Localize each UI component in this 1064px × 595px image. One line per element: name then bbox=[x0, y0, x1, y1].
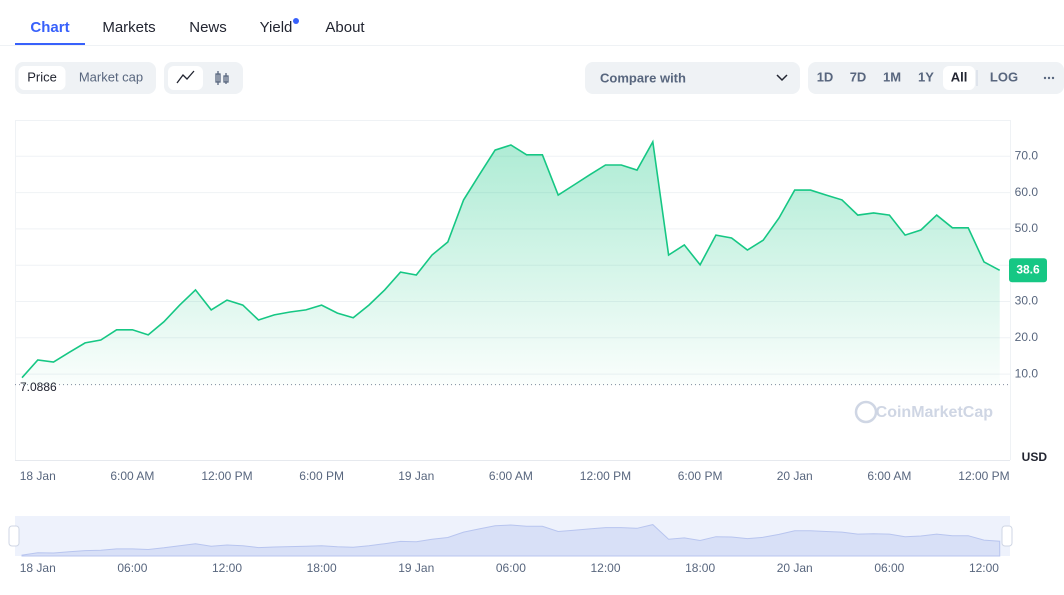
x-tick-label: 20 Jan bbox=[777, 469, 813, 483]
navigator-label: 06:00 bbox=[496, 561, 526, 575]
tab[interactable]: About bbox=[325, 19, 365, 36]
unit-label: USD bbox=[1022, 450, 1048, 464]
tab[interactable]: Chart bbox=[30, 19, 69, 36]
navigator-handle-left[interactable] bbox=[8, 525, 20, 547]
navigator-label: 18:00 bbox=[685, 561, 715, 575]
range-button[interactable]: 1D bbox=[817, 69, 834, 84]
navigator-label: 18:00 bbox=[307, 561, 337, 575]
navigator-label: 18 Jan bbox=[20, 561, 56, 575]
navigator-label: 20 Jan bbox=[777, 561, 813, 575]
price-line bbox=[21, 139, 1001, 379]
line-icon bbox=[176, 70, 195, 84]
metric-button[interactable]: Market cap bbox=[79, 69, 143, 84]
navigator-label: 06:00 bbox=[117, 561, 147, 575]
compare-label[interactable]: Compare with bbox=[600, 70, 686, 85]
compare-dropdown[interactable] bbox=[585, 62, 800, 94]
tab-underline bbox=[15, 43, 85, 45]
navigator-label: 06:00 bbox=[874, 561, 904, 575]
watermark-logo bbox=[854, 400, 878, 424]
more-button[interactable] bbox=[1043, 76, 1055, 80]
range-button[interactable]: 1M bbox=[883, 69, 901, 84]
x-tick-label: 6:00 AM bbox=[110, 469, 154, 483]
last-price-badge bbox=[1009, 258, 1047, 283]
y-tick-label: 60.0 bbox=[1015, 185, 1039, 199]
tab[interactable]: Yield bbox=[260, 19, 293, 36]
navigator-label: 12:00 bbox=[590, 561, 620, 575]
range-toggle bbox=[808, 62, 1064, 94]
x-tick-label: 6:00 AM bbox=[489, 469, 533, 483]
y-tick-label: 20.0 bbox=[1015, 330, 1039, 344]
metric-button[interactable]: Price bbox=[27, 69, 57, 84]
metric-active-pill bbox=[18, 66, 66, 90]
chevron bbox=[776, 74, 788, 82]
range-active-pill bbox=[943, 66, 975, 90]
navigator-label: 12:00 bbox=[969, 561, 999, 575]
x-tick-label: 12:00 PM bbox=[580, 469, 631, 483]
notification-dot bbox=[293, 18, 299, 24]
x-tick-label: 19 Jan bbox=[398, 469, 434, 483]
candle-icon[interactable] bbox=[215, 71, 229, 85]
range-button[interactable]: LOG bbox=[990, 69, 1018, 84]
x-tick-label: 6:00 AM bbox=[867, 469, 911, 483]
navigator-area bbox=[21, 524, 1001, 557]
navigator-label: 12:00 bbox=[212, 561, 242, 575]
x-tick-label: 6:00 PM bbox=[299, 469, 344, 483]
y-tick-label: 30.0 bbox=[1015, 294, 1039, 308]
navigator-handle-right[interactable] bbox=[1001, 525, 1013, 547]
navigator-label: 19 Jan bbox=[398, 561, 434, 575]
range-button[interactable]: 7D bbox=[850, 69, 867, 84]
tab[interactable]: Markets bbox=[102, 19, 155, 36]
x-tick-label: 12:00 PM bbox=[201, 469, 252, 483]
x-tick-label: 18 Jan bbox=[20, 469, 56, 483]
y-tick-label: 70.0 bbox=[1015, 148, 1039, 162]
range-button[interactable]: 1Y bbox=[918, 69, 934, 84]
x-tick-label: 12:00 PM bbox=[958, 469, 1009, 483]
y-tick-label: 10.0 bbox=[1015, 366, 1039, 380]
range-button[interactable]: All bbox=[951, 69, 968, 84]
price-area bbox=[22, 141, 1000, 385]
watermark: CoinMarketCap bbox=[876, 404, 994, 421]
y-tick-label: 50.0 bbox=[1015, 221, 1039, 235]
x-tick-label: 6:00 PM bbox=[678, 469, 723, 483]
tab[interactable]: News bbox=[189, 19, 227, 36]
last-price-label: 38.6 bbox=[1016, 262, 1040, 276]
